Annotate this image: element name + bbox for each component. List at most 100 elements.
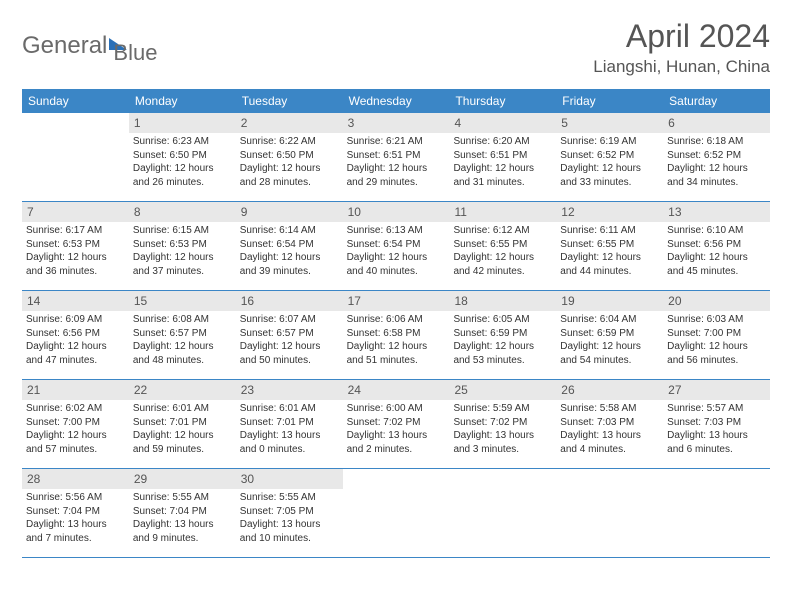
sunset-line: Sunset: 6:53 PM — [26, 238, 125, 252]
week-row: 28Sunrise: 5:56 AMSunset: 7:04 PMDayligh… — [22, 469, 770, 558]
month-title: April 2024 — [593, 18, 770, 55]
daylight-line1: Daylight: 13 hours — [240, 429, 339, 443]
calendar-page: General Blue April 2024 Liangshi, Hunan,… — [0, 0, 792, 576]
daylight-line2: and 53 minutes. — [453, 354, 552, 368]
daylight-line2: and 29 minutes. — [347, 176, 446, 190]
day-body: Sunrise: 6:01 AMSunset: 7:01 PMDaylight:… — [129, 402, 236, 460]
day-cell — [22, 113, 129, 201]
sunset-line: Sunset: 6:58 PM — [347, 327, 446, 341]
day-body: Sunrise: 5:55 AMSunset: 7:05 PMDaylight:… — [236, 491, 343, 549]
sunset-line: Sunset: 7:00 PM — [667, 327, 766, 341]
weekday-header: Monday — [129, 89, 236, 113]
sunset-line: Sunset: 6:55 PM — [560, 238, 659, 252]
daylight-line2: and 26 minutes. — [133, 176, 232, 190]
day-body: Sunrise: 6:09 AMSunset: 6:56 PMDaylight:… — [22, 313, 129, 371]
daylight-line2: and 56 minutes. — [667, 354, 766, 368]
day-number: 15 — [129, 291, 236, 311]
daylight-line1: Daylight: 13 hours — [667, 429, 766, 443]
location-label: Liangshi, Hunan, China — [593, 57, 770, 77]
day-number: 27 — [663, 380, 770, 400]
day-body: Sunrise: 6:04 AMSunset: 6:59 PMDaylight:… — [556, 313, 663, 371]
week-row: 1Sunrise: 6:23 AMSunset: 6:50 PMDaylight… — [22, 113, 770, 202]
daylight-line1: Daylight: 12 hours — [453, 251, 552, 265]
day-number: 2 — [236, 113, 343, 133]
sunset-line: Sunset: 6:53 PM — [133, 238, 232, 252]
day-body: Sunrise: 6:00 AMSunset: 7:02 PMDaylight:… — [343, 402, 450, 460]
day-number: 28 — [22, 469, 129, 489]
weekday-header: Wednesday — [343, 89, 450, 113]
daylight-line2: and 28 minutes. — [240, 176, 339, 190]
week-row: 21Sunrise: 6:02 AMSunset: 7:00 PMDayligh… — [22, 380, 770, 469]
day-number: 25 — [449, 380, 556, 400]
day-cell: 24Sunrise: 6:00 AMSunset: 7:02 PMDayligh… — [343, 380, 450, 468]
sunset-line: Sunset: 7:02 PM — [347, 416, 446, 430]
day-body: Sunrise: 6:17 AMSunset: 6:53 PMDaylight:… — [22, 224, 129, 282]
day-body: Sunrise: 6:08 AMSunset: 6:57 PMDaylight:… — [129, 313, 236, 371]
daylight-line2: and 37 minutes. — [133, 265, 232, 279]
weekday-header: Friday — [556, 89, 663, 113]
sunrise-line: Sunrise: 6:01 AM — [240, 402, 339, 416]
sunset-line: Sunset: 6:55 PM — [453, 238, 552, 252]
day-number: 10 — [343, 202, 450, 222]
sunrise-line: Sunrise: 6:01 AM — [133, 402, 232, 416]
sunset-line: Sunset: 7:00 PM — [26, 416, 125, 430]
daylight-line2: and 9 minutes. — [133, 532, 232, 546]
sunrise-line: Sunrise: 6:05 AM — [453, 313, 552, 327]
daylight-line2: and 36 minutes. — [26, 265, 125, 279]
day-body: Sunrise: 6:12 AMSunset: 6:55 PMDaylight:… — [449, 224, 556, 282]
daylight-line2: and 57 minutes. — [26, 443, 125, 457]
daylight-line2: and 4 minutes. — [560, 443, 659, 457]
day-cell: 8Sunrise: 6:15 AMSunset: 6:53 PMDaylight… — [129, 202, 236, 290]
day-cell: 27Sunrise: 5:57 AMSunset: 7:03 PMDayligh… — [663, 380, 770, 468]
daylight-line2: and 50 minutes. — [240, 354, 339, 368]
daylight-line1: Daylight: 13 hours — [26, 518, 125, 532]
day-number: 1 — [129, 113, 236, 133]
sunrise-line: Sunrise: 6:02 AM — [26, 402, 125, 416]
sunset-line: Sunset: 7:01 PM — [133, 416, 232, 430]
week-row: 7Sunrise: 6:17 AMSunset: 6:53 PMDaylight… — [22, 202, 770, 291]
day-cell: 5Sunrise: 6:19 AMSunset: 6:52 PMDaylight… — [556, 113, 663, 201]
sunrise-line: Sunrise: 5:55 AM — [133, 491, 232, 505]
day-cell: 18Sunrise: 6:05 AMSunset: 6:59 PMDayligh… — [449, 291, 556, 379]
day-cell: 17Sunrise: 6:06 AMSunset: 6:58 PMDayligh… — [343, 291, 450, 379]
day-cell — [663, 469, 770, 557]
day-body: Sunrise: 6:23 AMSunset: 6:50 PMDaylight:… — [129, 135, 236, 193]
day-number: 3 — [343, 113, 450, 133]
daylight-line1: Daylight: 12 hours — [240, 340, 339, 354]
sunrise-line: Sunrise: 6:03 AM — [667, 313, 766, 327]
daylight-line1: Daylight: 12 hours — [347, 340, 446, 354]
sunrise-line: Sunrise: 5:56 AM — [26, 491, 125, 505]
day-cell: 4Sunrise: 6:20 AMSunset: 6:51 PMDaylight… — [449, 113, 556, 201]
day-body: Sunrise: 5:58 AMSunset: 7:03 PMDaylight:… — [556, 402, 663, 460]
day-body: Sunrise: 6:10 AMSunset: 6:56 PMDaylight:… — [663, 224, 770, 282]
day-cell — [449, 469, 556, 557]
sunrise-line: Sunrise: 6:21 AM — [347, 135, 446, 149]
day-body: Sunrise: 6:14 AMSunset: 6:54 PMDaylight:… — [236, 224, 343, 282]
day-cell: 10Sunrise: 6:13 AMSunset: 6:54 PMDayligh… — [343, 202, 450, 290]
sunset-line: Sunset: 6:54 PM — [347, 238, 446, 252]
daylight-line1: Daylight: 12 hours — [26, 429, 125, 443]
day-cell: 21Sunrise: 6:02 AMSunset: 7:00 PMDayligh… — [22, 380, 129, 468]
sunset-line: Sunset: 6:52 PM — [560, 149, 659, 163]
daylight-line1: Daylight: 12 hours — [240, 162, 339, 176]
day-number: 17 — [343, 291, 450, 311]
sunset-line: Sunset: 7:01 PM — [240, 416, 339, 430]
day-cell: 6Sunrise: 6:18 AMSunset: 6:52 PMDaylight… — [663, 113, 770, 201]
day-cell: 15Sunrise: 6:08 AMSunset: 6:57 PMDayligh… — [129, 291, 236, 379]
day-body: Sunrise: 6:01 AMSunset: 7:01 PMDaylight:… — [236, 402, 343, 460]
sunrise-line: Sunrise: 6:00 AM — [347, 402, 446, 416]
week-row: 14Sunrise: 6:09 AMSunset: 6:56 PMDayligh… — [22, 291, 770, 380]
calendar-grid: Sunday Monday Tuesday Wednesday Thursday… — [22, 89, 770, 558]
day-cell: 14Sunrise: 6:09 AMSunset: 6:56 PMDayligh… — [22, 291, 129, 379]
sunrise-line: Sunrise: 6:15 AM — [133, 224, 232, 238]
day-cell: 2Sunrise: 6:22 AMSunset: 6:50 PMDaylight… — [236, 113, 343, 201]
day-number: 6 — [663, 113, 770, 133]
sunset-line: Sunset: 6:56 PM — [667, 238, 766, 252]
sunset-line: Sunset: 6:54 PM — [240, 238, 339, 252]
day-cell: 30Sunrise: 5:55 AMSunset: 7:05 PMDayligh… — [236, 469, 343, 557]
daylight-line2: and 33 minutes. — [560, 176, 659, 190]
day-body: Sunrise: 6:21 AMSunset: 6:51 PMDaylight:… — [343, 135, 450, 193]
daylight-line1: Daylight: 12 hours — [133, 251, 232, 265]
day-number: 12 — [556, 202, 663, 222]
logo-text-blue: Blue — [113, 40, 157, 66]
